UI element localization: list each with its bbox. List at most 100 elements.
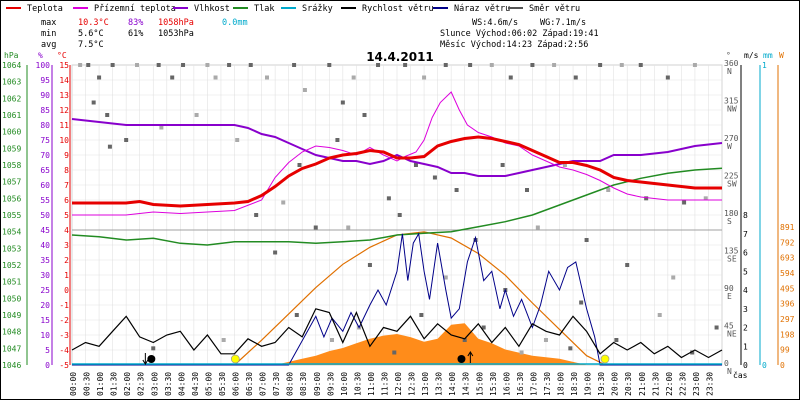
- tick-pct-18: 10: [40, 331, 50, 340]
- tick-x-32: 16:00: [502, 372, 511, 396]
- tick-x-37: 18:30: [570, 372, 579, 396]
- wind-dir-point: [170, 75, 175, 80]
- wind-dir-point: [107, 144, 112, 149]
- stats-wind-speed: WS:4.6m/s: [472, 18, 518, 28]
- tick-x-43: 21:30: [651, 372, 660, 396]
- wind-dir-point: [205, 63, 210, 67]
- tick-x-26: 13:00: [421, 372, 430, 396]
- tick-x-2: 01:00: [96, 372, 105, 396]
- wind-dir-point: [281, 200, 286, 205]
- wind-dir-point: [419, 313, 424, 317]
- tick-pct-8: 60: [40, 181, 50, 190]
- tick-x-3: 01:30: [110, 372, 119, 396]
- tick-temp-11: 4: [64, 226, 69, 235]
- tick-mm-0: 1: [762, 61, 767, 70]
- tick-hpa-5: 1059: [2, 144, 21, 153]
- legend-label-1: Přízemní teplota: [94, 4, 176, 14]
- wind-dir-point: [535, 225, 540, 230]
- tick-temp-13: 2: [64, 256, 69, 265]
- wind-dir-point: [386, 196, 391, 201]
- wind-dir-point: [86, 63, 91, 67]
- tick-temp-20: -5: [59, 361, 69, 370]
- tick-x-28: 14:00: [448, 372, 457, 396]
- wind-dir-point: [454, 188, 459, 192]
- unit-w: W: [779, 51, 784, 60]
- tick-temp-7: 8: [64, 166, 69, 175]
- wind-dir-point: [194, 113, 199, 117]
- tick-w-8: 99: [780, 346, 790, 355]
- wind-dir-point: [292, 63, 297, 67]
- tick-hpa-17: 1047: [2, 344, 21, 353]
- tick-dir-label-3: SW: [727, 180, 737, 189]
- tick-ms-8: 0: [743, 361, 748, 370]
- tick-hpa-4: 1060: [2, 128, 21, 137]
- tick-x-4: 02:00: [123, 372, 132, 396]
- wind-dir-point: [508, 75, 513, 80]
- tick-x-5: 02:30: [137, 372, 146, 396]
- tick-dir-label-5: SE: [727, 255, 737, 264]
- tick-pct-5: 75: [40, 136, 50, 145]
- humidity-line: [71, 118, 723, 177]
- wind-dir-point: [671, 275, 676, 280]
- stats-moon: Měsíc Východ:14:23 Západ:2:56: [440, 40, 588, 50]
- tick-w-1: 792: [780, 238, 795, 247]
- tick-temp-19: -4: [59, 346, 69, 355]
- wind-dir-point: [78, 63, 83, 67]
- tick-x-15: 07:30: [272, 372, 281, 396]
- wind-speed-line: [71, 308, 723, 359]
- tick-x-8: 04:00: [177, 372, 186, 396]
- wind-dir-point: [265, 75, 269, 80]
- solar-theoretical-line: [234, 231, 606, 366]
- wind-dir-point: [392, 350, 397, 355]
- tick-temp-0: 15: [59, 61, 69, 70]
- tick-temp-5: 10: [59, 136, 69, 145]
- tick-x-12: 06:00: [232, 372, 241, 396]
- tick-x-25: 12:30: [408, 372, 417, 396]
- tick-x-9: 04:30: [191, 372, 200, 396]
- tick-pct-9: 55: [40, 196, 50, 205]
- plot-area: [71, 63, 723, 366]
- tick-pct-13: 35: [40, 256, 50, 265]
- wind-dir-point: [562, 163, 567, 167]
- stats-max-temp: 10.3°C: [78, 18, 109, 28]
- sunset-marker: [600, 354, 610, 364]
- tick-x-6: 03:00: [150, 372, 159, 396]
- wind-dir-point: [335, 138, 340, 142]
- tick-x-42: 21:00: [638, 372, 647, 396]
- unit-hpa: hPa: [4, 51, 19, 60]
- wind-dir-point: [297, 163, 302, 167]
- wind-dir-point: [657, 313, 662, 317]
- tick-dir-deg-0: 360: [724, 59, 739, 68]
- axes: 1064106310621061106010591058105710561055…: [2, 59, 795, 396]
- legend-label-6: Náraz větru: [454, 4, 510, 14]
- tick-ms-2: 6: [743, 249, 748, 258]
- wind-dir-point: [552, 63, 557, 67]
- tick-x-33: 16:30: [516, 372, 525, 396]
- wind-dir-point: [619, 63, 624, 67]
- wind-dir-point: [235, 138, 240, 142]
- tick-temp-12: 3: [64, 241, 69, 250]
- wind-dir-point: [462, 338, 467, 342]
- tick-hpa-16: 1048: [2, 328, 21, 337]
- tick-temp-8: 7: [64, 181, 69, 190]
- tick-x-47: 23:30: [705, 372, 714, 396]
- tick-dir-label-8: N: [727, 367, 732, 376]
- wind-dir-point: [682, 200, 687, 205]
- legend-label-7: Směr větru: [529, 4, 580, 14]
- wind-dir-point: [273, 250, 278, 255]
- solar-measured-area: [275, 323, 587, 365]
- tick-dir-deg-2: 270: [724, 134, 739, 143]
- tick-temp-9: 6: [64, 196, 69, 205]
- tick-ms-6: 2: [743, 324, 748, 333]
- tick-hpa-11: 1053: [2, 244, 21, 253]
- wind-dir-point: [181, 63, 186, 67]
- stats-avg-label: avg: [41, 40, 56, 50]
- tick-x-13: 06:30: [245, 372, 254, 396]
- wind-dir-point: [376, 63, 381, 67]
- tick-x-18: 09:00: [313, 372, 322, 396]
- tick-temp-16: -1: [59, 301, 69, 310]
- tick-pct-6: 70: [40, 151, 50, 160]
- wind-dir-point: [568, 346, 573, 351]
- tick-hpa-8: 1056: [2, 194, 21, 203]
